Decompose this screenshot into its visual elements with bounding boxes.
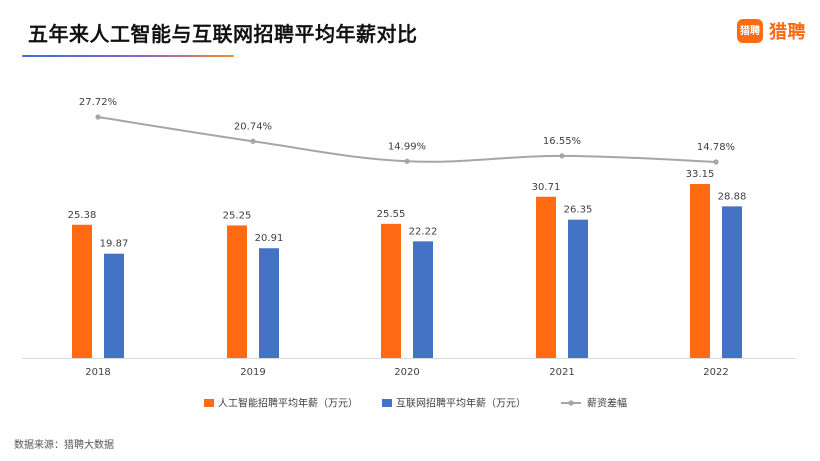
page-title: 五年来人工智能与互联网招聘平均年薪对比 [28, 22, 418, 46]
bar-ai-2021 [536, 196, 556, 358]
title-underline [22, 55, 234, 57]
bar-internet-2020 [413, 241, 433, 358]
bar-label-internet-2022: 28.88 [718, 191, 747, 202]
bar-ai-2020 [381, 223, 401, 358]
gap-point-2019 [250, 138, 256, 144]
bar-label-ai-2022: 33.15 [686, 169, 715, 180]
bar-ai-2022 [690, 183, 710, 358]
gap-label-2022: 14.78% [697, 142, 735, 153]
bar-internet-2019 [259, 248, 279, 358]
bar-ai-2018 [72, 224, 92, 358]
bar-label-ai-2019: 25.25 [223, 210, 252, 221]
legend-label-gap: 薪资差幅 [587, 397, 627, 410]
bar-label-ai-2021: 30.71 [532, 182, 561, 193]
legend-label-ai: 人工智能招聘平均年薪（万元） [218, 397, 358, 410]
bar-label-internet-2018: 19.87 [100, 239, 129, 250]
legend-label-internet: 互联网招聘平均年薪（万元） [396, 397, 526, 410]
logo-badge-icon: 猎聘 [737, 19, 763, 43]
bar-label-internet-2020: 22.22 [409, 226, 438, 237]
bar-internet-2018 [104, 253, 124, 358]
gap-point-2020 [404, 158, 410, 164]
gap-label-2020: 14.99% [388, 141, 426, 152]
gap-label-2019: 20.74% [234, 121, 272, 132]
data-source-note: 数据来源：猎聘大数据 [14, 440, 114, 451]
x-tick-2020: 2020 [394, 367, 419, 378]
bar-label-internet-2021: 26.35 [564, 205, 593, 216]
legend-swatch-internet [382, 399, 392, 407]
brand-logo: 猎聘 猎聘 [737, 18, 806, 44]
bar-ai-2019 [227, 225, 247, 358]
bar-label-ai-2020: 25.55 [377, 209, 406, 220]
x-tick-2018: 2018 [85, 367, 110, 378]
salary-gap-line [97, 116, 717, 163]
bar-label-ai-2018: 25.38 [68, 210, 97, 221]
logo-text: 猎聘 [769, 22, 806, 43]
bar-label-internet-2019: 20.91 [255, 233, 284, 244]
bar-internet-2022 [722, 206, 742, 358]
gap-point-2021 [559, 153, 565, 159]
x-tick-2019: 2019 [240, 367, 265, 378]
x-tick-2022: 2022 [703, 367, 728, 378]
gap-point-2018 [95, 114, 101, 120]
gap-point-2022 [713, 159, 719, 165]
x-tick-2021: 2021 [549, 367, 574, 378]
legend-swatch-ai [204, 399, 214, 407]
gap-label-2021: 16.55% [543, 136, 581, 147]
legend-swatch-gap-point [568, 400, 574, 406]
gap-label-2018: 27.72% [79, 97, 117, 108]
bar-internet-2021 [568, 219, 588, 358]
